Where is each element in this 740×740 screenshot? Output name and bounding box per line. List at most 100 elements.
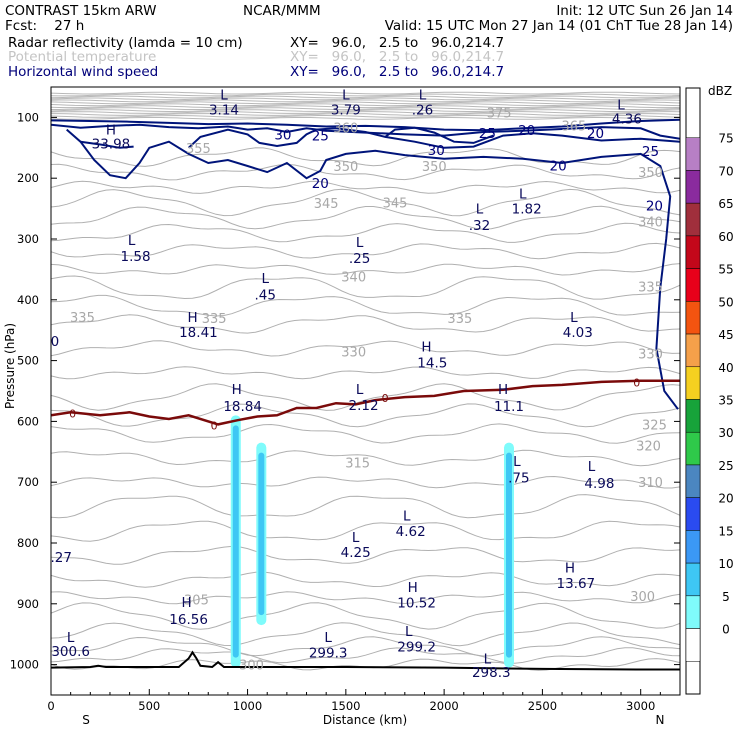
y-tick-label: 800 <box>17 536 39 550</box>
extremum-label: L <box>261 271 269 287</box>
extremum-label: .75 <box>508 470 529 486</box>
extremum-label: L <box>324 630 332 646</box>
extremum-label: 299.2 <box>397 639 436 655</box>
extremum-label: .45 <box>255 287 276 303</box>
extremum-label: 4.62 <box>396 524 426 540</box>
theta-contour <box>51 475 680 489</box>
extremum-label: L <box>588 459 596 475</box>
extremum-label: 16.56 <box>169 612 208 628</box>
colorbar-level-label: 10 <box>718 557 733 571</box>
colorbar-swatch <box>685 464 701 498</box>
theta-contour <box>51 294 680 317</box>
extremum-label: 3.79 <box>331 102 361 118</box>
extremum-label: L <box>617 98 625 114</box>
extremum-label: L <box>476 202 484 218</box>
extremum-label: 4.25 <box>341 545 371 561</box>
extremum-label: .25 <box>349 251 370 267</box>
theta-label: 330 <box>341 345 366 360</box>
wind-label: 25 <box>642 144 659 160</box>
theta-label: 375 <box>487 107 512 122</box>
y-tick-label: 300 <box>17 232 39 246</box>
y-tick-label: 1000 <box>10 658 39 672</box>
extremum-label: .26 <box>412 102 433 118</box>
x-axis-label: Distance (km) <box>323 713 407 727</box>
extremum-label: .32 <box>469 218 490 234</box>
theta-contour <box>51 314 680 334</box>
colorbar-swatch <box>685 399 701 433</box>
theta-contour <box>51 383 680 411</box>
colorbar-level-label: 40 <box>718 361 733 375</box>
extremum-label: 298.3 <box>472 665 511 681</box>
theta-label: 330 <box>638 347 663 362</box>
field-theta-xy: XY= 96.0, 2.5 to 96.0,214.7 <box>290 49 504 65</box>
theta-contour <box>51 93 680 97</box>
terrain-path <box>51 650 680 671</box>
field-wind-name: Horizontal wind speed <box>8 64 158 80</box>
theta-contour <box>51 366 680 380</box>
theta-contour <box>51 494 680 519</box>
theta-contour <box>51 449 680 467</box>
extremum-label: H <box>498 382 508 398</box>
wind-label: 20 <box>550 158 567 174</box>
extremum-label: 18.84 <box>223 399 262 415</box>
colorbar-swatch <box>685 202 701 237</box>
theta-contour <box>51 340 680 357</box>
extremum-label: H <box>565 560 575 576</box>
radar-cell-core <box>505 452 512 658</box>
colorbar-swatch <box>685 595 701 629</box>
x-axis-north-label: N <box>656 713 665 727</box>
colorbar-level-label: 0 <box>722 623 730 637</box>
theta-label: 365 <box>561 119 586 134</box>
colorbar-level-label: 55 <box>718 263 733 277</box>
colorbar-level-label: 75 <box>718 132 733 146</box>
colorbar-level-label: 70 <box>718 164 733 178</box>
theta-label: 350 <box>422 160 447 175</box>
colorbar-level-label: 50 <box>718 295 733 309</box>
extremum-label: 299.3 <box>309 645 348 661</box>
valid-time: Valid: 15 UTC Mon 27 Jan 14 (01 ChT Tue … <box>385 18 733 34</box>
extremum-label: H <box>106 123 116 139</box>
field-radar-name: Radar reflectivity (lamda = 10 cm) <box>8 35 243 51</box>
colorbar-level-label: 25 <box>718 459 733 473</box>
theta-contour <box>51 275 680 300</box>
colorbar-swatch <box>685 333 701 368</box>
extremum-label: 1.58 <box>120 249 150 265</box>
colorbar-level-label: 20 <box>718 492 733 506</box>
extremum-label: L <box>67 630 75 646</box>
extremum-label: 4.98 <box>584 476 614 492</box>
theta-contour <box>51 602 680 630</box>
theta-contour <box>51 109 680 112</box>
theta-contour <box>51 222 680 243</box>
colorbar-title: dBZ <box>708 84 732 98</box>
x-axis-south-label: S <box>82 713 90 727</box>
theta-contour <box>51 263 680 276</box>
theta-label: 360 <box>333 122 358 137</box>
extremum-label: L <box>484 652 492 668</box>
theta-contour <box>51 99 680 103</box>
theta-label: 345 <box>314 197 339 212</box>
colorbar-swatch <box>685 268 701 302</box>
terrain-line <box>51 650 680 671</box>
theta-contour <box>51 545 680 565</box>
radar-reflectivity-cells <box>230 415 514 668</box>
theta-contour <box>51 242 680 260</box>
theta-contour <box>51 520 680 542</box>
theta-contour <box>51 111 680 114</box>
zero-line-label: 0 <box>382 392 389 405</box>
extremum-label: 13.67 <box>556 576 595 592</box>
theta-contour <box>51 591 680 605</box>
extremum-label: L <box>356 235 364 251</box>
theta-label: 325 <box>642 418 667 433</box>
extremum-label: 2.12 <box>349 398 379 414</box>
colorbar-swatch <box>685 431 701 466</box>
theta-contour <box>51 571 680 588</box>
extremum-label: 4.36 <box>612 112 642 128</box>
field-radar-xy: XY= 96.0, 2.5 to 96.0,214.7 <box>290 35 504 51</box>
theta-contour <box>51 91 680 95</box>
colorbar-swatch <box>685 235 701 269</box>
extremum-label: 300.6 <box>51 644 90 660</box>
zero-wind-line <box>51 379 680 426</box>
wind-contour <box>80 140 134 149</box>
theta-label: 350 <box>333 160 358 175</box>
